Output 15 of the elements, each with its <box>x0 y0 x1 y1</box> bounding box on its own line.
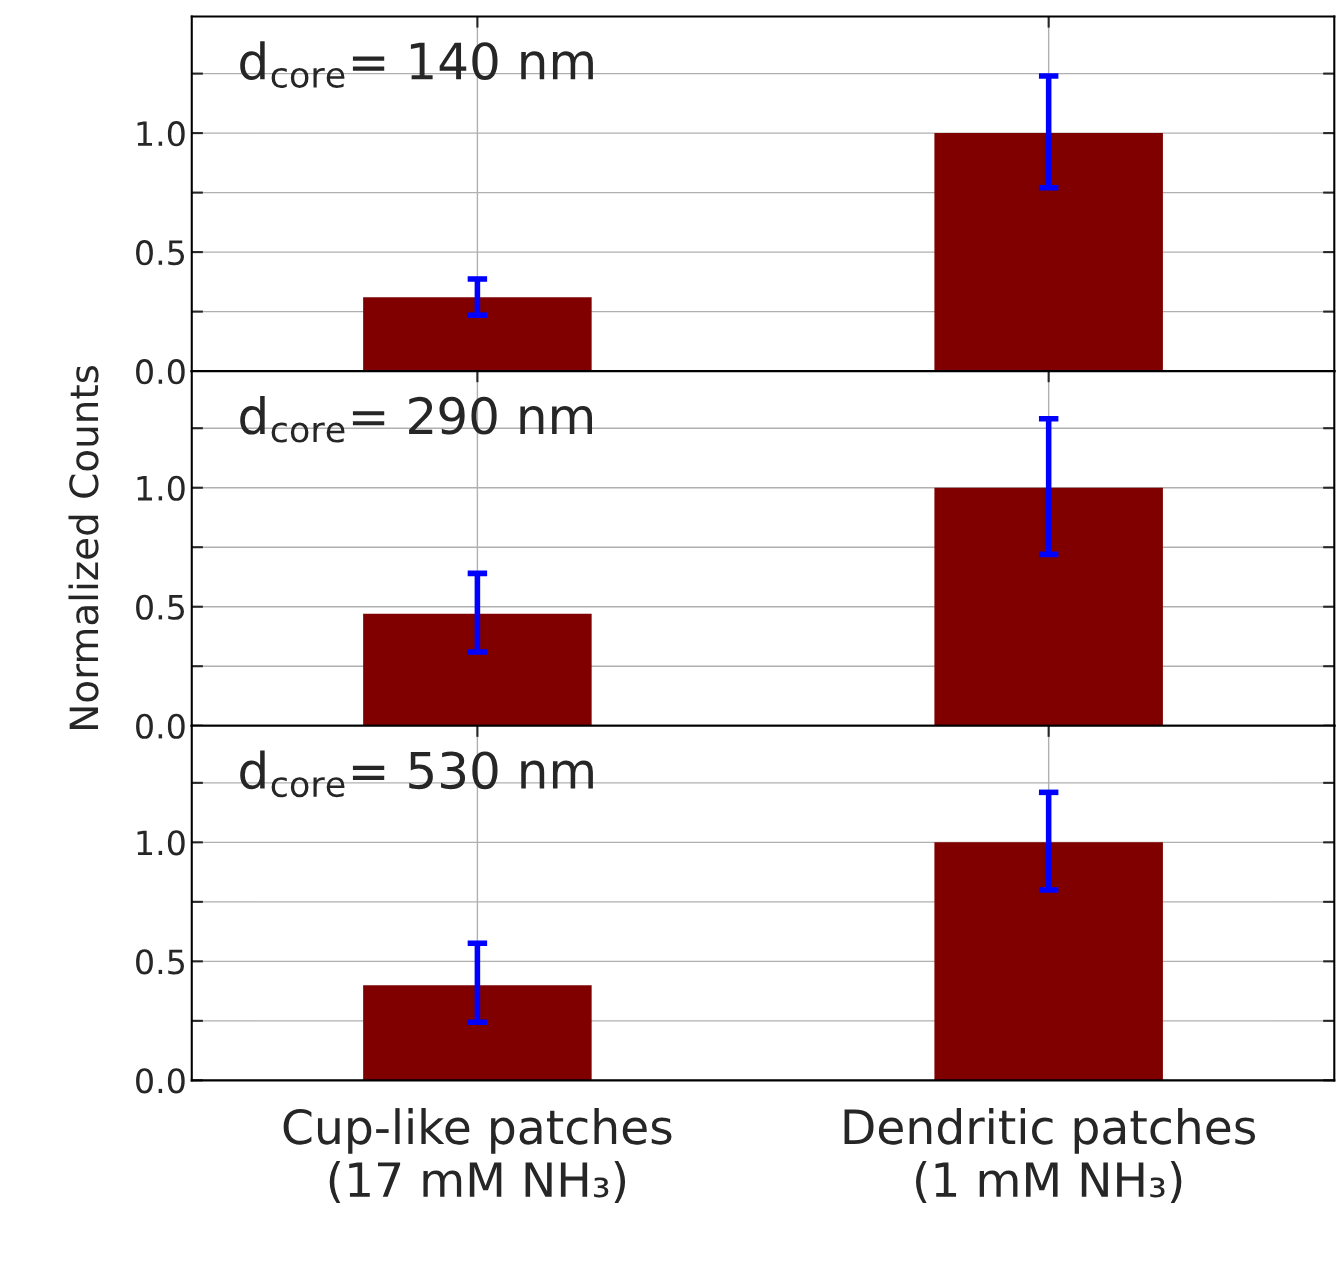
y-tick-label: 0.5 <box>136 240 184 266</box>
y-tick-label: 0.5 <box>136 949 184 975</box>
y-tick-label: 1.0 <box>137 475 185 501</box>
annotation: d$_{core}$= 290 nm <box>240 395 593 443</box>
y-tick-label: 1.0 <box>137 121 185 147</box>
y-tick-label: 0.5 <box>136 594 184 620</box>
y-tick-label: 0.0 <box>136 713 185 739</box>
y-axis-title: Normalized Counts <box>68 365 99 729</box>
annotation: d$_{core}$= 530 nm <box>240 750 593 798</box>
x-tick-label: Dendritic patches (1 mM NH₃) <box>844 1108 1256 1204</box>
y-tick-label: 0.0 <box>136 359 185 385</box>
y-tick-label: 1.0 <box>137 830 185 856</box>
x-tick-label: Cup-like patches (17 mM NH₃) <box>283 1108 672 1204</box>
annotation: d$_{core}$= 140 nm <box>240 41 593 88</box>
y-tick-label: 0.0 <box>136 1068 185 1094</box>
